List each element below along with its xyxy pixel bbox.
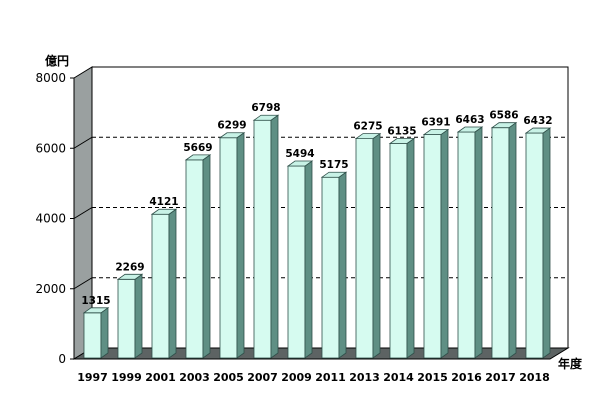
x-axis-ticks: 1997 1999 2001 2003 2005 2007 2009 2011 2013 2014… [77,371,550,384]
data-label-1997: 1315 [81,295,110,307]
x-tick-label-2001: 2001 [145,371,176,384]
x-tick-label-1999: 1999 [111,371,142,384]
bar-top-1999 [116,273,144,280]
bar-2001 [151,213,170,359]
data-label-2015: 6391 [421,117,450,129]
bar-side-2018 [542,127,551,359]
bar-2018 [525,132,544,359]
x-tick-label-2003: 2003 [179,371,210,384]
bar-top-1997 [82,307,110,314]
bar-top-2016 [456,126,484,133]
y-tick-label-1: 2000 [35,282,66,296]
y-axis-ticks: 0 2000 4000 6000 8000 [35,71,75,366]
bar-side-2014 [406,137,415,359]
data-label-2018: 6432 [523,115,552,127]
y-tick-label-3: 6000 [35,141,66,155]
bar-side-2011 [338,171,347,359]
bar-top-2005 [218,132,246,139]
bar-side-2015 [440,128,449,359]
data-label-2005: 6299 [217,120,246,132]
bar-2017 [491,127,510,359]
data-label-2014: 6135 [387,126,416,138]
bar-2009 [287,165,306,359]
gridline-depth-2 [73,207,93,219]
x-tick-label-2016: 2016 [451,371,482,384]
bar-top-2009 [286,160,314,167]
bar-top-2011 [320,171,348,178]
bar-2007 [253,119,272,359]
bar-side-2007 [270,114,279,359]
bar-side-1997 [100,307,109,359]
bar-side-2001 [168,208,177,359]
data-label-2003: 5669 [183,142,212,154]
x-tick-label-2009: 2009 [281,371,312,384]
bar-side-2017 [508,121,517,359]
bar-2003 [185,159,204,359]
bar-2015 [423,134,442,359]
bar-top-2013 [354,133,382,139]
bar-side-2016 [474,126,483,359]
x-tick-label-1997: 1997 [77,371,108,384]
gridline-depth-3 [73,136,93,149]
bar-top-2007 [252,114,280,121]
bar-side-2005 [236,131,245,359]
y-tick-label-0: 0 [58,352,66,366]
data-label-2001: 4121 [149,196,178,208]
data-label-2009: 5494 [285,148,314,160]
y-tick-label-4: 8000 [35,71,66,85]
bar-side-1999 [134,273,143,359]
data-label-2016: 6463 [455,114,484,126]
y-tick-label-2: 4000 [35,212,66,226]
y-axis-unit-label: 億円 [45,53,69,68]
data-label-2007: 6798 [251,102,280,114]
x-tick-label-2015: 2015 [417,371,448,384]
bar-top-2001 [150,208,178,215]
data-label-2013: 6275 [353,121,382,133]
bar-2013 [355,138,374,359]
bar-side-2003 [202,154,211,359]
data-label-2011: 5175 [319,159,348,171]
bar-2005 [219,137,238,359]
gridline-depth-1 [73,277,93,290]
x-tick-label-2007: 2007 [247,371,278,384]
bar-top-2017 [490,122,518,129]
bar-2014 [389,143,408,359]
bar-2016 [457,131,476,359]
bar-top-2014 [388,138,416,144]
x-tick-label-2011: 2011 [315,371,346,384]
data-label-2017: 6586 [489,110,518,122]
bar-1999 [117,278,136,359]
bar-side-2013 [372,132,381,359]
data-label-1999: 2269 [115,261,144,273]
x-axis-unit-label: 年度 [558,356,583,371]
x-tick-label-2013: 2013 [349,371,380,384]
x-tick-label-2005: 2005 [213,371,244,384]
bars [82,114,552,359]
x-tick-label-2014: 2014 [383,371,414,384]
data-labels: 1315 2269 4121 5669 6299 6798 5494 5175 6275 6135… [81,102,552,307]
bar-side-2009 [304,160,313,359]
x-tick-label-2018: 2018 [519,371,550,384]
bar-top-2015 [422,129,450,135]
bar-top-2003 [184,154,212,161]
bar-2011 [321,176,340,359]
x-tick-label-2017: 2017 [485,371,516,384]
bar-top-2018 [524,127,552,134]
bar-1997 [83,312,102,359]
